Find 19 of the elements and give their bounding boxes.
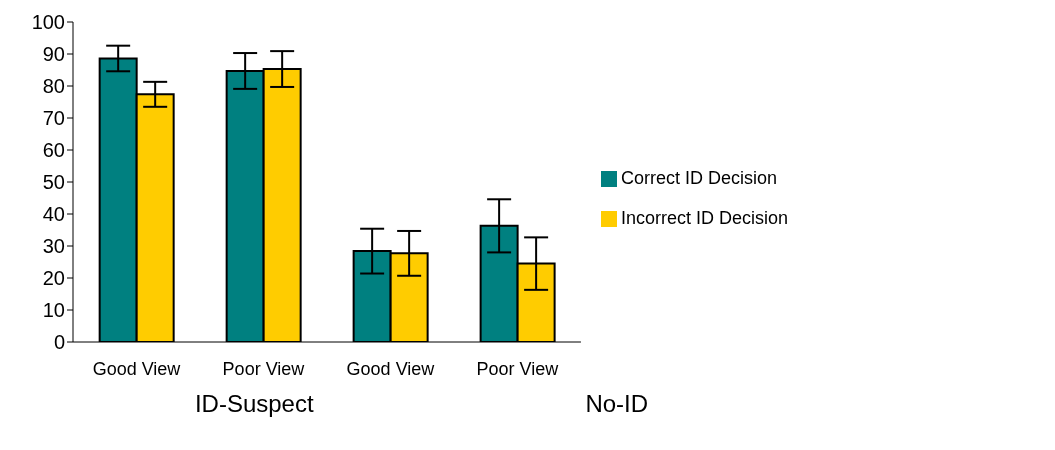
y-tick-label: 60 (42, 139, 65, 162)
y-tick-label: 80 (42, 75, 65, 98)
x-tick-label: Poor View (476, 358, 560, 379)
x-tick-label: Good View (346, 358, 436, 379)
text: ID-Suspect (193, 390, 315, 418)
x-tick-label: Good View (92, 358, 182, 379)
y-tick-label: 10 (42, 299, 65, 322)
y-tick-label: 30 (42, 235, 65, 258)
y-tick-label: 70 (42, 107, 65, 130)
text: No-ID (584, 390, 650, 418)
y-tick-label: 40 (42, 203, 65, 226)
x-tick-label: Poor View (222, 358, 306, 379)
y-tick-label: 90 (42, 43, 65, 66)
legend-label: Incorrect ID Decision (620, 208, 788, 228)
legend-label: Correct ID Decision (620, 168, 777, 188)
y-tick-label: 50 (42, 171, 65, 194)
y-tick-label: 100 (31, 11, 65, 34)
y-tick-label: 0 (53, 331, 65, 354)
y-tick-label: 20 (42, 267, 65, 290)
